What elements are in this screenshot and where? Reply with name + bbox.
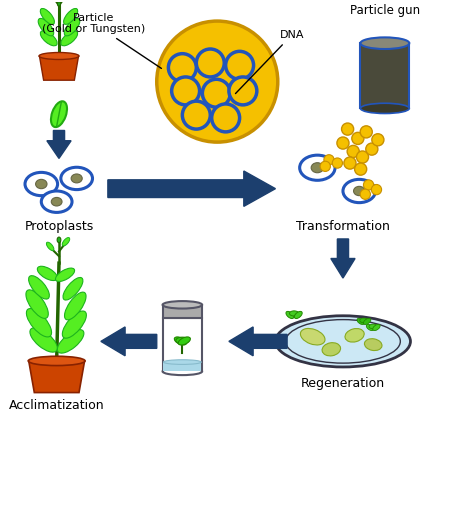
Ellipse shape xyxy=(369,324,377,329)
Circle shape xyxy=(202,79,230,107)
Circle shape xyxy=(212,104,240,132)
Text: Acclimatization: Acclimatization xyxy=(9,399,104,412)
Ellipse shape xyxy=(27,309,52,337)
Ellipse shape xyxy=(360,318,368,323)
Circle shape xyxy=(332,158,343,168)
Ellipse shape xyxy=(164,360,201,364)
Ellipse shape xyxy=(41,191,72,212)
Ellipse shape xyxy=(345,328,364,342)
Ellipse shape xyxy=(62,237,70,246)
Ellipse shape xyxy=(62,311,86,338)
Ellipse shape xyxy=(286,311,294,318)
Ellipse shape xyxy=(366,324,374,330)
Circle shape xyxy=(226,51,254,79)
Ellipse shape xyxy=(373,324,380,330)
Ellipse shape xyxy=(64,19,80,36)
Circle shape xyxy=(182,101,210,129)
Circle shape xyxy=(352,132,364,144)
Ellipse shape xyxy=(37,266,57,281)
Ellipse shape xyxy=(365,339,382,351)
Ellipse shape xyxy=(38,19,54,36)
Ellipse shape xyxy=(176,337,189,344)
Ellipse shape xyxy=(294,311,302,318)
Ellipse shape xyxy=(300,155,335,180)
Circle shape xyxy=(366,143,378,155)
Ellipse shape xyxy=(275,316,410,367)
Polygon shape xyxy=(29,361,84,392)
Ellipse shape xyxy=(364,318,371,325)
Ellipse shape xyxy=(55,268,74,281)
Text: DNA: DNA xyxy=(236,30,304,94)
Ellipse shape xyxy=(301,328,325,345)
Circle shape xyxy=(342,123,354,135)
Polygon shape xyxy=(229,327,287,356)
Ellipse shape xyxy=(63,278,83,300)
Polygon shape xyxy=(101,327,157,356)
Circle shape xyxy=(355,163,367,175)
Ellipse shape xyxy=(64,8,78,24)
Ellipse shape xyxy=(58,2,60,6)
Circle shape xyxy=(371,185,382,195)
Ellipse shape xyxy=(285,320,401,363)
Ellipse shape xyxy=(343,179,375,203)
Circle shape xyxy=(229,77,257,105)
Ellipse shape xyxy=(290,311,299,316)
Text: Transformation: Transformation xyxy=(296,220,390,233)
Ellipse shape xyxy=(178,337,191,345)
Circle shape xyxy=(372,134,384,146)
Circle shape xyxy=(157,21,278,142)
Circle shape xyxy=(344,157,356,169)
Ellipse shape xyxy=(57,330,84,353)
Circle shape xyxy=(168,54,196,82)
Ellipse shape xyxy=(26,290,48,318)
Ellipse shape xyxy=(360,103,409,114)
Ellipse shape xyxy=(36,179,47,189)
Text: Particle
(Gold or Tungsten): Particle (Gold or Tungsten) xyxy=(42,12,162,68)
Ellipse shape xyxy=(174,337,186,345)
Ellipse shape xyxy=(64,292,86,320)
Circle shape xyxy=(196,49,224,77)
Text: Regeneration: Regeneration xyxy=(301,377,385,390)
Polygon shape xyxy=(331,239,355,278)
Ellipse shape xyxy=(28,356,85,366)
Ellipse shape xyxy=(25,172,58,195)
Ellipse shape xyxy=(163,301,202,309)
Polygon shape xyxy=(164,362,201,371)
Ellipse shape xyxy=(39,53,79,59)
Ellipse shape xyxy=(57,237,61,242)
Polygon shape xyxy=(360,43,409,109)
Circle shape xyxy=(337,137,349,149)
Ellipse shape xyxy=(71,174,82,183)
Circle shape xyxy=(360,126,372,138)
Circle shape xyxy=(360,189,370,200)
Circle shape xyxy=(347,145,359,158)
Ellipse shape xyxy=(51,197,62,206)
Ellipse shape xyxy=(61,168,92,190)
Circle shape xyxy=(320,161,330,172)
Polygon shape xyxy=(108,171,275,206)
Ellipse shape xyxy=(61,31,78,46)
Ellipse shape xyxy=(322,343,340,356)
Ellipse shape xyxy=(28,276,49,299)
Circle shape xyxy=(172,77,200,105)
Ellipse shape xyxy=(357,318,365,325)
Text: Particle gun: Particle gun xyxy=(350,4,420,18)
Circle shape xyxy=(356,151,369,163)
Ellipse shape xyxy=(311,163,324,173)
Ellipse shape xyxy=(163,368,202,375)
Ellipse shape xyxy=(360,37,409,49)
Text: Protoplasts: Protoplasts xyxy=(24,220,93,233)
Polygon shape xyxy=(163,305,202,318)
Ellipse shape xyxy=(354,186,365,195)
Ellipse shape xyxy=(30,328,57,352)
Circle shape xyxy=(324,155,334,165)
Ellipse shape xyxy=(51,101,67,127)
Polygon shape xyxy=(47,130,71,158)
Ellipse shape xyxy=(40,8,55,24)
Ellipse shape xyxy=(40,31,57,46)
Circle shape xyxy=(364,180,374,190)
Ellipse shape xyxy=(46,242,54,251)
Polygon shape xyxy=(39,56,79,80)
Polygon shape xyxy=(163,318,202,371)
